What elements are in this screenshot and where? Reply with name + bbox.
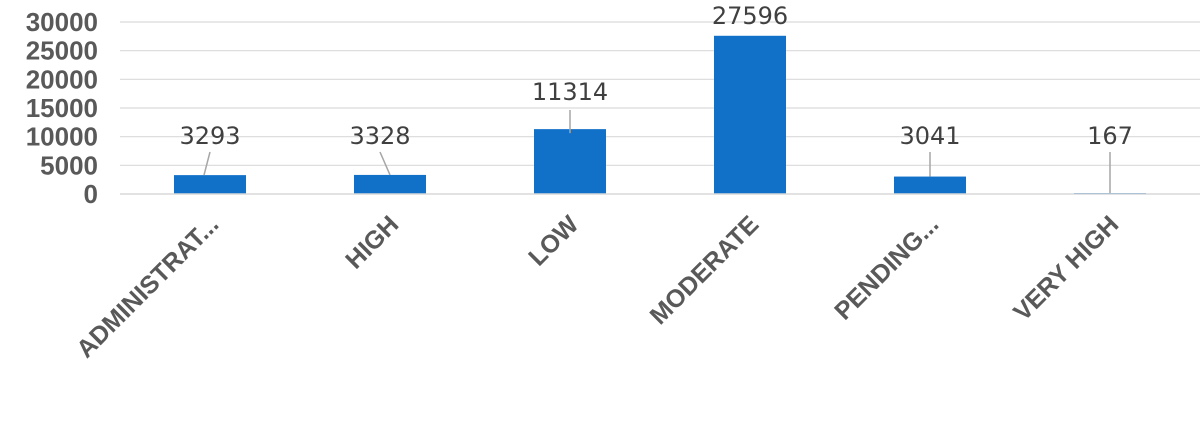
data-label: 167 (1087, 122, 1133, 150)
x-tick-label: LOW (523, 210, 584, 271)
data-label: 3293 (179, 122, 240, 150)
data-label-leader (203, 151, 211, 176)
data-label: 3328 (349, 122, 410, 150)
bar (534, 129, 606, 194)
x-axis-ticks: ADMINISTRAT... HIGH LOW MODERATE PENDING... V… (71, 210, 1124, 363)
bar (894, 176, 966, 194)
data-label-leaders (203, 110, 1111, 194)
y-tick-label: 10000 (26, 122, 98, 152)
gridlines (120, 21, 1200, 166)
bar (354, 174, 426, 194)
data-label: 11314 (532, 78, 608, 106)
bar (174, 175, 246, 194)
x-tick-label: HIGH (340, 210, 404, 274)
x-tick-label: ADMINISTRAT... (71, 210, 224, 363)
data-label-leader (379, 151, 391, 176)
x-tick-label: PENDING... (829, 210, 944, 325)
x-tick-label: VERY HIGH (1008, 210, 1124, 326)
data-labels: 3293 3328 11314 27596 3041 167 (179, 2, 1132, 150)
bars (174, 35, 1146, 195)
y-tick-label: 25000 (26, 36, 98, 66)
y-tick-label: 15000 (26, 93, 98, 123)
y-tick-label: 5000 (40, 150, 98, 180)
data-label: 3041 (899, 122, 960, 150)
x-tick-label: MODERATE (645, 210, 765, 330)
y-tick-label: 30000 (26, 7, 98, 37)
y-tick-label: 0 (84, 179, 98, 209)
y-tick-label: 20000 (26, 64, 98, 94)
bar (714, 35, 786, 195)
data-label: 27596 (712, 2, 788, 30)
